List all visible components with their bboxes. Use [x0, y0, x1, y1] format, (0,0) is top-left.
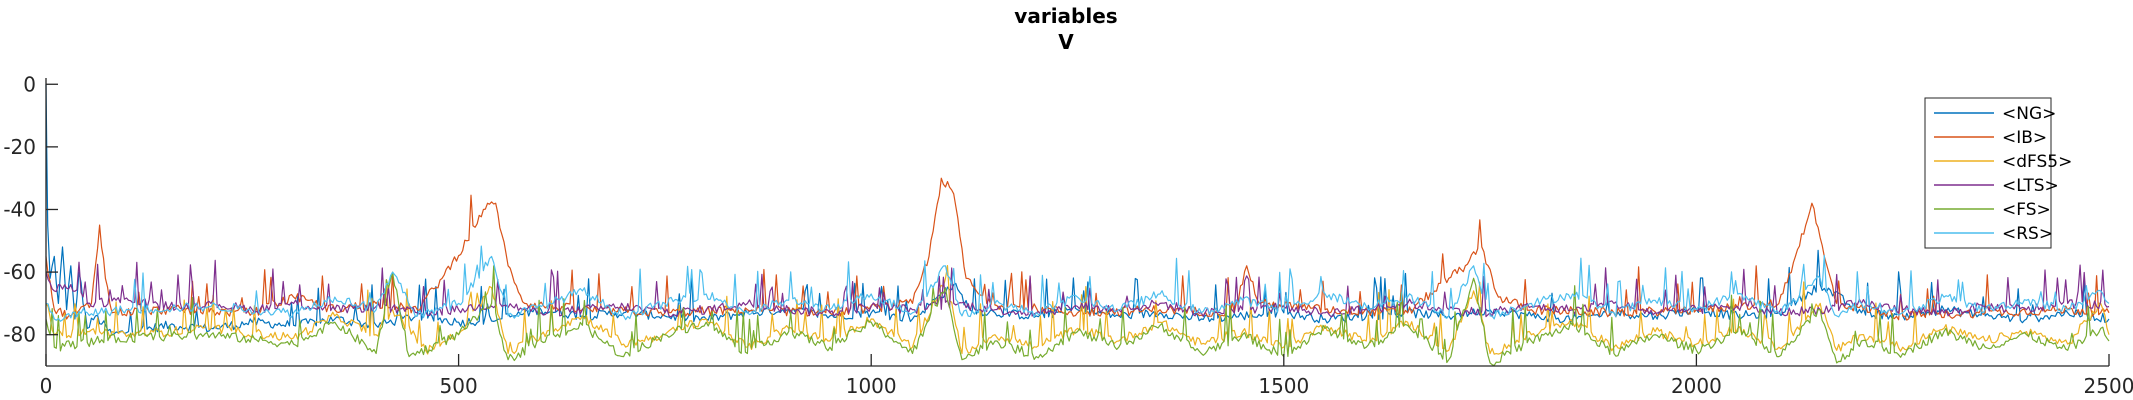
y-tick-label-0: 0: [23, 72, 36, 96]
series-line-5: [45, 245, 2110, 322]
y-tick-label-4: -80: [3, 323, 36, 347]
y-tick-label-2: -40: [3, 197, 36, 221]
legend-label-2: <dFS5>: [2002, 152, 2072, 172]
series-line-4: [45, 265, 2110, 366]
plot-area: 0 500 1000 1500 2000 2500 0 -20 -40 -60 -80: [3, 72, 2133, 398]
legend-label-0: <NG>: [2002, 104, 2056, 124]
legend-items: <NG> <IB> <dFS5> <LTS> <FS> <RS>: [1934, 104, 2072, 244]
x-tick-label-3: 1500: [1258, 374, 1309, 398]
series-line-3: [45, 259, 2110, 318]
y-ticks: 0 -20 -40 -60 -80: [3, 72, 58, 347]
legend-label-4: <FS>: [2002, 200, 2051, 220]
legend-label-3: <LTS>: [2002, 176, 2059, 196]
x-tick-label-2: 1000: [846, 374, 897, 398]
y-tick-label-1: -20: [3, 135, 36, 159]
x-tick-label-4: 2000: [1671, 374, 1722, 398]
legend-label-5: <RS>: [2002, 224, 2053, 244]
axes-layer: [45, 78, 2109, 367]
series-line-2: [45, 265, 2110, 355]
legend-box: [1924, 97, 2052, 249]
x-ticks: 0 500 1000 1500 2000 2500: [40, 354, 2133, 398]
legend-label-1: <IB>: [2002, 128, 2047, 148]
x-tick-label-5: 2500: [2084, 374, 2133, 398]
series-layer: [45, 84, 2110, 366]
x-tick-label-1: 500: [440, 374, 478, 398]
legend: <NG> <IB> <dFS5> <LTS> <FS> <RS>: [1924, 97, 2072, 249]
chart-subtitle: V: [1058, 30, 1074, 54]
chart-title: variables: [1014, 4, 1117, 28]
x-tick-label-0: 0: [40, 374, 53, 398]
y-tick-label-3: -60: [3, 260, 36, 284]
